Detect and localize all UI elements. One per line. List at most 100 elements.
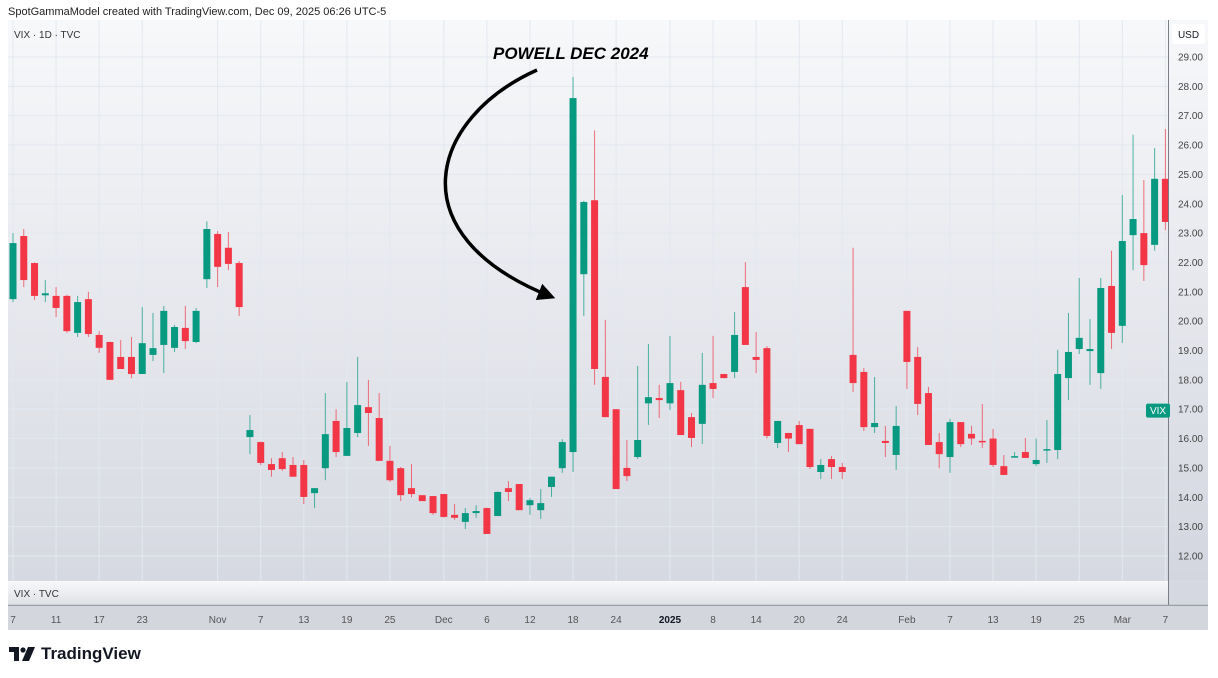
candle-up: [311, 488, 319, 509]
candle-body: [1021, 452, 1029, 458]
legend-title: VIX · 1D · TVC: [14, 30, 81, 41]
candle-down: [688, 413, 696, 448]
candle-body: [418, 495, 426, 502]
candle-up: [946, 418, 954, 473]
candle-down: [763, 346, 771, 439]
candle-down: [903, 310, 911, 389]
candle-down: [881, 425, 889, 458]
candle-up: [354, 356, 362, 438]
candle-down: [429, 496, 437, 515]
candle-body: [1118, 241, 1126, 326]
candle-down: [601, 319, 609, 418]
tradingview-logo-icon: [9, 647, 35, 661]
candle-body: [95, 334, 103, 348]
candle-body: [31, 263, 39, 296]
candle-body: [601, 376, 609, 418]
x-tick-label: 6: [484, 615, 490, 626]
candle-body: [784, 432, 792, 439]
candle-down: [63, 294, 71, 333]
candle-body: [364, 407, 372, 414]
y-tick-label: 15.00: [1178, 463, 1203, 474]
candle-body: [429, 496, 437, 514]
candle-up: [1151, 147, 1159, 251]
candle-down: [741, 262, 749, 345]
candle-up: [892, 405, 900, 470]
candle-body: [623, 467, 631, 477]
candle-down: [784, 432, 792, 453]
candle-body: [989, 438, 997, 465]
candle-body: [914, 356, 922, 404]
candle-up: [1054, 349, 1062, 460]
candle-body: [871, 422, 879, 428]
candle-body: [978, 440, 986, 443]
candle-down: [828, 455, 836, 480]
candle-down: [709, 335, 717, 399]
tradingview-logo[interactable]: TradingView: [9, 644, 141, 664]
candle-body: [698, 384, 706, 424]
candles: [9, 76, 1169, 534]
candle-up: [9, 233, 17, 303]
candle-body: [1108, 285, 1116, 333]
candle-down: [1140, 179, 1148, 281]
candle-body: [41, 293, 49, 296]
sub-pane[interactable]: [8, 581, 1168, 605]
candle-body: [1075, 337, 1083, 350]
currency-button[interactable]: [1172, 24, 1205, 44]
y-tick-label: 25.00: [1178, 170, 1203, 181]
candle-up: [731, 312, 739, 379]
candle-body: [903, 310, 911, 362]
candle-up: [472, 505, 480, 518]
candle-body: [246, 430, 254, 438]
candle-body: [741, 287, 749, 345]
candle-body: [849, 354, 857, 384]
candle-up: [171, 324, 179, 352]
candle-down: [1108, 250, 1116, 350]
sub-pane-legend: VIX · TVC: [14, 589, 59, 600]
time-axis[interactable]: [8, 606, 1208, 630]
candle-up: [1011, 452, 1019, 458]
candle-down: [612, 409, 620, 490]
candle-down: [515, 484, 523, 511]
candle-body: [311, 488, 319, 494]
candle-down: [117, 339, 125, 369]
candle-body: [257, 442, 265, 463]
candle-up: [537, 489, 545, 519]
candle-down: [224, 231, 232, 271]
candle-body: [935, 442, 943, 455]
candle-down: [407, 464, 415, 498]
candle-body: [591, 200, 599, 369]
x-tick-label: Dec: [435, 615, 453, 626]
chart-background: [8, 20, 1208, 630]
candle-body: [20, 236, 28, 281]
y-tick-label: 19.00: [1178, 346, 1203, 357]
candle-body: [892, 425, 900, 455]
candle-body: [504, 488, 512, 492]
candle-body: [332, 420, 340, 453]
candle-body: [1161, 178, 1169, 222]
candle-down: [300, 459, 308, 505]
candle-down: [95, 331, 103, 353]
candle-down: [849, 247, 857, 392]
candle-down: [418, 495, 426, 502]
candle-up: [1129, 134, 1137, 271]
candle-up: [149, 312, 157, 362]
candle-body: [451, 514, 459, 518]
x-tick-label: 7: [947, 615, 953, 626]
candle-down: [935, 432, 943, 469]
candle-down: [31, 262, 39, 301]
x-tick-label: 17: [94, 615, 106, 626]
candle-body: [224, 247, 232, 264]
x-tick-label: Mar: [1114, 615, 1132, 626]
candle-body: [720, 373, 728, 379]
y-tick-label: 28.00: [1178, 82, 1203, 93]
price-axis[interactable]: [1168, 20, 1208, 580]
candle-body: [472, 511, 480, 514]
candle-down: [752, 332, 760, 374]
candle-down: [914, 346, 922, 416]
y-tick-label: 14.00: [1178, 493, 1203, 504]
candle-body: [1086, 349, 1094, 352]
price-label: VIX: [1146, 403, 1170, 418]
candle-body: [84, 299, 92, 335]
candle-up: [634, 366, 642, 460]
